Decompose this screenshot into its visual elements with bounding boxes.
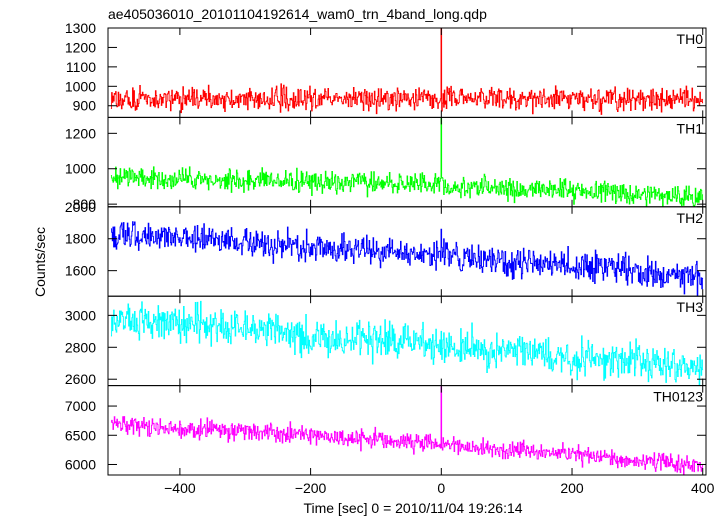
x-axis-label: Time [sec] 0 = 2010/11/04 19:26:14 [303, 500, 522, 516]
panel-th0123: 6000 6500 7000 TH0123 [65, 385, 707, 476]
panel-frame [107, 116, 707, 208]
y-tick-label: 1000 [65, 161, 96, 177]
series-th3 [110, 300, 704, 386]
y-tick-label: 1200 [65, 39, 96, 55]
y-tick-label: 800 [73, 196, 97, 212]
panel-th3: 2600 2800 3000 TH3 [65, 295, 707, 387]
y-tick-label: 1200 [65, 125, 96, 141]
y-tick-label: 3000 [65, 307, 96, 323]
y-tick-label: 2600 [65, 371, 96, 387]
panel-label: TH1 [677, 120, 704, 136]
x-tick-label: −400 [164, 480, 196, 496]
panel-label: TH2 [677, 210, 704, 226]
y-tick-label: 2000 [65, 199, 96, 215]
y-tick-label: 2800 [65, 339, 96, 355]
chart-title: ae405036010_20101104192614_wam0_trn_4ban… [108, 6, 487, 22]
y-tick-label: 1300 [65, 20, 96, 36]
panel-th0: 900 1000 1100 1200 1300 TH0 [65, 20, 707, 118]
y-tick-label: 1800 [65, 231, 96, 247]
panel-label: TH0123 [653, 389, 703, 405]
y-axis-label: Counts/sec [32, 227, 48, 297]
panel-group: 900 1000 1100 1200 1300 TH0 800 1000 1200 TH1 1600… [65, 20, 715, 496]
x-tick-label: −200 [295, 480, 327, 496]
y-tick-label: 1100 [66, 59, 96, 75]
panel-label: TH3 [677, 299, 704, 315]
y-tick-label: 7000 [65, 398, 96, 414]
y-tick-label: 1600 [65, 263, 96, 279]
panel-frame [107, 385, 707, 476]
y-tick-label: 900 [73, 98, 97, 114]
y-tick-label: 6000 [65, 456, 96, 472]
panel-th1: 800 1000 1200 TH1 [65, 116, 707, 212]
series-th1 [110, 117, 704, 207]
series-th0 [110, 28, 704, 115]
panel-th2: 1600 1800 2000 TH2 [65, 199, 707, 297]
x-tick-label: 400 [691, 480, 715, 496]
panel-label: TH0 [677, 31, 704, 47]
y-tick-label: 1000 [65, 78, 96, 94]
x-tick-label: 0 [437, 480, 445, 496]
y-tick-label: 6500 [65, 427, 96, 443]
series-th2 [110, 221, 704, 297]
x-tick-label: 200 [560, 480, 584, 496]
series-th0123 [110, 385, 704, 476]
